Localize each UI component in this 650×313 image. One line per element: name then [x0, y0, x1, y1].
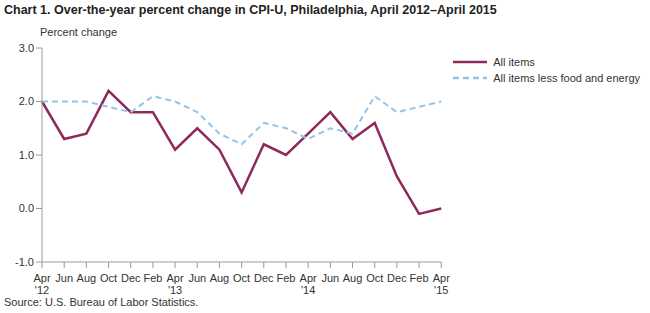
svg-text:Aug: Aug — [210, 272, 230, 284]
html-text:All items less food and energy: All items less food and energy — [493, 72, 640, 84]
html-text:Percent change: Percent change — [40, 26, 118, 38]
svg-text:Feb: Feb — [143, 272, 162, 284]
svg-text:Feb: Feb — [410, 272, 429, 284]
html-text:All items: All items — [493, 56, 535, 68]
svg-text:Dec: Dec — [387, 272, 407, 284]
svg-text:Jun: Jun — [188, 272, 206, 284]
html-text:Chart 1. Over-the-year percent: Chart 1. Over-the-year percent change in… — [4, 3, 497, 17]
svg-text:Aug: Aug — [77, 272, 97, 284]
svg-text:Dec: Dec — [254, 272, 274, 284]
svg-text:3.0: 3.0 — [19, 42, 34, 54]
svg-text:Apr'15: Apr'15 — [433, 272, 450, 296]
svg-text:Apr'13: Apr'13 — [167, 272, 184, 296]
svg-text:Dec: Dec — [121, 272, 141, 284]
svg-text:Aug: Aug — [343, 272, 363, 284]
svg-text:Jun: Jun — [55, 272, 73, 284]
svg-text:2.0: 2.0 — [19, 95, 34, 107]
svg-text:Apr'14: Apr'14 — [300, 272, 317, 296]
svg-text:Oct: Oct — [100, 272, 117, 284]
html-text:Source: U.S. Bureau of Labor S: Source: U.S. Bureau of Labor Statistics. — [4, 296, 199, 308]
svg-text:Oct: Oct — [366, 272, 383, 284]
svg-text:-1.0: -1.0 — [15, 256, 34, 268]
svg-text:1.0: 1.0 — [19, 149, 34, 161]
svg-text:Feb: Feb — [277, 272, 296, 284]
svg-text:0.0: 0.0 — [19, 202, 34, 214]
svg-text:Apr'12: Apr'12 — [33, 272, 50, 296]
svg-text:Oct: Oct — [233, 272, 250, 284]
svg-text:Jun: Jun — [321, 272, 339, 284]
